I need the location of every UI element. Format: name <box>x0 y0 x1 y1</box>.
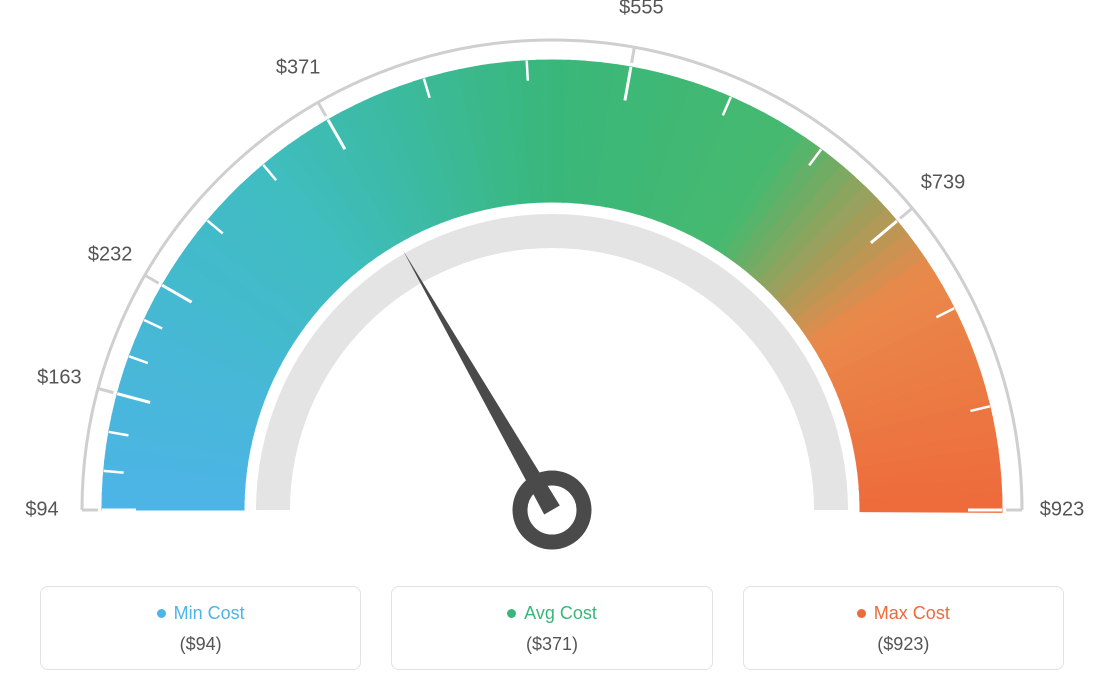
legend-title-avg-text: Avg Cost <box>524 603 597 624</box>
legend-title-min-text: Min Cost <box>174 603 245 624</box>
legend-dot-avg <box>507 609 516 618</box>
gauge-tick-label: $163 <box>37 367 82 390</box>
legend-card-min: Min Cost ($94) <box>40 586 361 670</box>
legend-card-max: Max Cost ($923) <box>743 586 1064 670</box>
legend-title-min: Min Cost <box>157 603 245 624</box>
gauge-chart: $94 $163 $232 $371 $555 $739 $923 <box>0 0 1104 560</box>
legend-row: Min Cost ($94) Avg Cost ($371) Max Cost … <box>40 586 1064 670</box>
legend-dot-max <box>857 609 866 618</box>
legend-title-avg: Avg Cost <box>507 603 597 624</box>
gauge-tick-label: $371 <box>276 56 321 79</box>
legend-card-avg: Avg Cost ($371) <box>391 586 712 670</box>
gauge-tick-label: $94 <box>25 499 58 522</box>
legend-title-max-text: Max Cost <box>874 603 950 624</box>
legend-title-max: Max Cost <box>857 603 950 624</box>
legend-value-avg: ($371) <box>402 634 701 655</box>
legend-value-min: ($94) <box>51 634 350 655</box>
legend-value-max: ($923) <box>754 634 1053 655</box>
gauge-tick-label: $232 <box>88 244 133 267</box>
cost-gauge-container: $94 $163 $232 $371 $555 $739 $923 Min Cost ($9… <box>0 0 1104 690</box>
gauge-tick-label: $923 <box>1040 499 1085 522</box>
gauge-tick-label: $739 <box>921 171 966 194</box>
gauge-svg <box>0 0 1104 560</box>
legend-dot-min <box>157 609 166 618</box>
gauge-tick-label: $555 <box>619 0 664 19</box>
